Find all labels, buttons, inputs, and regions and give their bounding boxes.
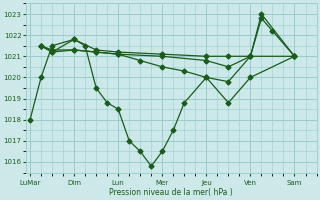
X-axis label: Pression niveau de la mer( hPa ): Pression niveau de la mer( hPa ) (109, 188, 233, 197)
